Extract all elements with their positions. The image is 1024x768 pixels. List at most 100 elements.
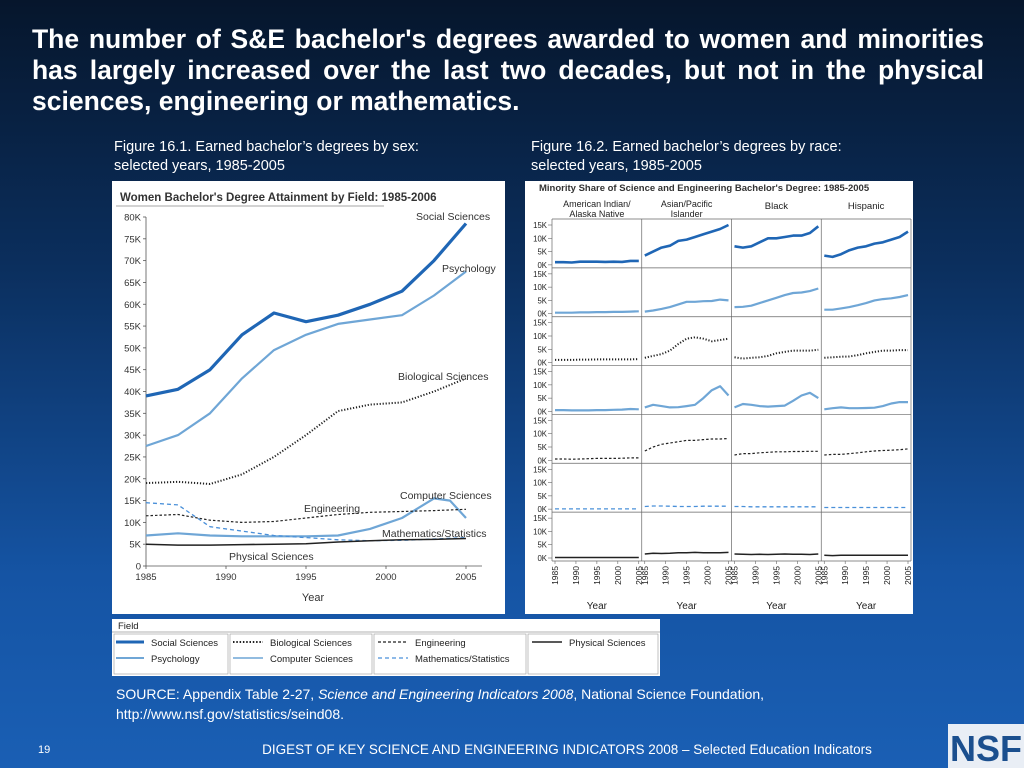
- series-line-social-sciences-asian-pacific-islander: [644, 223, 730, 257]
- caption-line: Figure 16.1. Earned bachelor’s degrees b…: [114, 139, 419, 155]
- x-tick-label: 1990: [215, 572, 236, 583]
- caption-line: selected years, 1985-2005: [114, 158, 285, 174]
- y-tick-label: 75K: [124, 234, 142, 245]
- minority-degrees-chart-svg: Minority Share of Science and Engineerin…: [533, 183, 913, 612]
- chart-legend: Field Social Sciences Psychology Biologi…: [112, 619, 660, 676]
- x-tick-label: 1995: [861, 566, 871, 585]
- series-label-computer-sciences: Computer Sciences: [400, 490, 492, 502]
- series-label-mathematics-statistics: Mathematics/Statistics: [382, 528, 486, 540]
- x-axis-label: Year: [766, 601, 787, 612]
- column-header-line: Asian/Pacific: [661, 199, 713, 209]
- legend-svg: Field Social Sciences Psychology Biologi…: [112, 621, 660, 675]
- column-header: Hispanic: [848, 201, 885, 212]
- series-line-social-sciences: [145, 222, 468, 398]
- x-tick-label: 1985: [730, 566, 740, 585]
- y-tick-label: 70K: [124, 256, 142, 267]
- y-tick-label: 45K: [124, 365, 142, 376]
- x-axis-label: Year: [856, 601, 877, 612]
- series-line-computer-sciences-asian-pacific-islander: [644, 385, 730, 409]
- x-tick-label: 1990: [840, 566, 850, 585]
- y-tick-label: 0K: [537, 261, 547, 270]
- y-tick-label: 10K: [124, 518, 142, 529]
- column-header-line: Islander: [671, 209, 703, 219]
- logo-text: NSF: [950, 728, 1022, 768]
- y-tick-label: 15K: [533, 270, 548, 279]
- series-line-computer-sciences-american-indian-alaska-native: [555, 407, 639, 412]
- minority-degrees-chart: Minority Share of Science and Engineerin…: [525, 181, 913, 614]
- women-degrees-chart-svg: Women Bachelor's Degree Attainment by Fi…: [116, 192, 496, 604]
- series-line-social-sciences-hispanic: [824, 230, 909, 259]
- y-tick-label: 20K: [124, 474, 142, 485]
- y-tick-label: 0K: [537, 554, 547, 563]
- y-tick-label: 5K: [537, 443, 547, 452]
- source-prefix: SOURCE: Appendix Table 2-27,: [116, 686, 319, 702]
- x-tick-label: 1985: [640, 566, 650, 585]
- series-line-psychology-black: [734, 287, 819, 309]
- women-degrees-chart: Women Bachelor's Degree Attainment by Fi…: [112, 181, 505, 614]
- y-tick-label: 5K: [537, 296, 547, 305]
- caption-line: Figure 16.2. Earned bachelor’s degrees b…: [531, 139, 842, 155]
- y-tick-label: 10K: [533, 283, 548, 292]
- y-tick-label: 15K: [533, 465, 548, 474]
- source-url[interactable]: http://www.nsf.gov/statistics/seind08.: [116, 706, 344, 722]
- series-line-engineering-black: [734, 450, 819, 456]
- x-tick-label: 2000: [375, 572, 396, 583]
- series-line-social-sciences-american-indian-alaska-native: [555, 259, 639, 264]
- y-tick-label: 15K: [533, 416, 548, 425]
- legend-label-biological-sciences: Biological Sciences: [270, 638, 352, 649]
- series-line-engineering-american-indian-alaska-native: [555, 457, 639, 460]
- y-tick-label: 55K: [124, 322, 142, 333]
- y-tick-label: 15K: [533, 368, 548, 377]
- x-tick-label: 1995: [592, 566, 602, 585]
- legend-label-psychology: Psychology: [151, 654, 200, 665]
- series-line-engineering: [145, 508, 467, 523]
- column-header: Black: [765, 201, 788, 212]
- y-tick-label: 5K: [537, 248, 547, 257]
- series-line-engineering-asian-pacific-islander: [644, 437, 729, 452]
- legend-title: Field: [118, 621, 139, 632]
- y-tick-label: 40K: [124, 387, 142, 398]
- y-tick-label: 0: [136, 562, 141, 573]
- series-line-biological-sciences-american-indian-alaska-native: [555, 358, 639, 361]
- legend-box: [229, 633, 373, 675]
- y-tick-label: 30K: [124, 431, 142, 442]
- y-tick-label: 15K: [533, 319, 548, 328]
- source-title: Science and Engineering Indicators 2008: [318, 686, 574, 702]
- x-tick-label: 1985: [819, 566, 829, 585]
- series-line-biological-sciences-black: [734, 348, 819, 360]
- x-tick-label: 2005: [813, 566, 823, 585]
- x-axis-label: Year: [302, 592, 325, 604]
- y-tick-label: 15K: [533, 514, 548, 523]
- x-tick-label: 2005: [724, 566, 734, 585]
- y-tick-label: 5K: [129, 540, 141, 551]
- column-header-line: American Indian/: [563, 199, 631, 209]
- legend-box: [527, 633, 659, 675]
- series-line-computer-sciences-black: [734, 391, 819, 409]
- x-tick-label: 2000: [613, 566, 623, 585]
- x-tick-label: 1995: [771, 566, 781, 585]
- slide-title: The number of S&E bachelor's degrees awa…: [32, 24, 984, 116]
- series-line-engineering-hispanic: [824, 448, 909, 456]
- y-tick-label: 0K: [537, 407, 547, 416]
- y-tick-label: 0K: [537, 456, 547, 465]
- legend-box: [373, 633, 527, 675]
- x-tick-label: 2000: [792, 566, 802, 585]
- x-tick-label: 1995: [682, 566, 692, 585]
- chart-title: Women Bachelor's Degree Attainment by Fi…: [120, 192, 437, 204]
- chart-title: Minority Share of Science and Engineerin…: [539, 183, 870, 194]
- legend-label-social-sciences: Social Sciences: [151, 638, 218, 649]
- x-tick-label: 2000: [882, 566, 892, 585]
- x-axis-label: Year: [587, 601, 608, 612]
- x-tick-label: 2005: [634, 566, 644, 585]
- footer-text: DIGEST OF KEY SCIENCE AND ENGINEERING IN…: [262, 742, 872, 757]
- column-header-line: Alaska Native: [569, 209, 624, 219]
- series-line-biological-sciences: [145, 377, 467, 485]
- series-label-psychology: Psychology: [442, 263, 496, 275]
- series-line-biological-sciences-asian-pacific-islander: [644, 336, 729, 359]
- caption-line: selected years, 1985-2005: [531, 158, 702, 174]
- series-line-computer-sciences: [145, 497, 467, 538]
- legend-label-computer-sciences: Computer Sciences: [270, 654, 353, 665]
- nsf-logo-icon: NSF: [948, 724, 1024, 768]
- y-tick-label: 15K: [124, 496, 142, 507]
- series-line-biological-sciences-hispanic: [824, 349, 908, 359]
